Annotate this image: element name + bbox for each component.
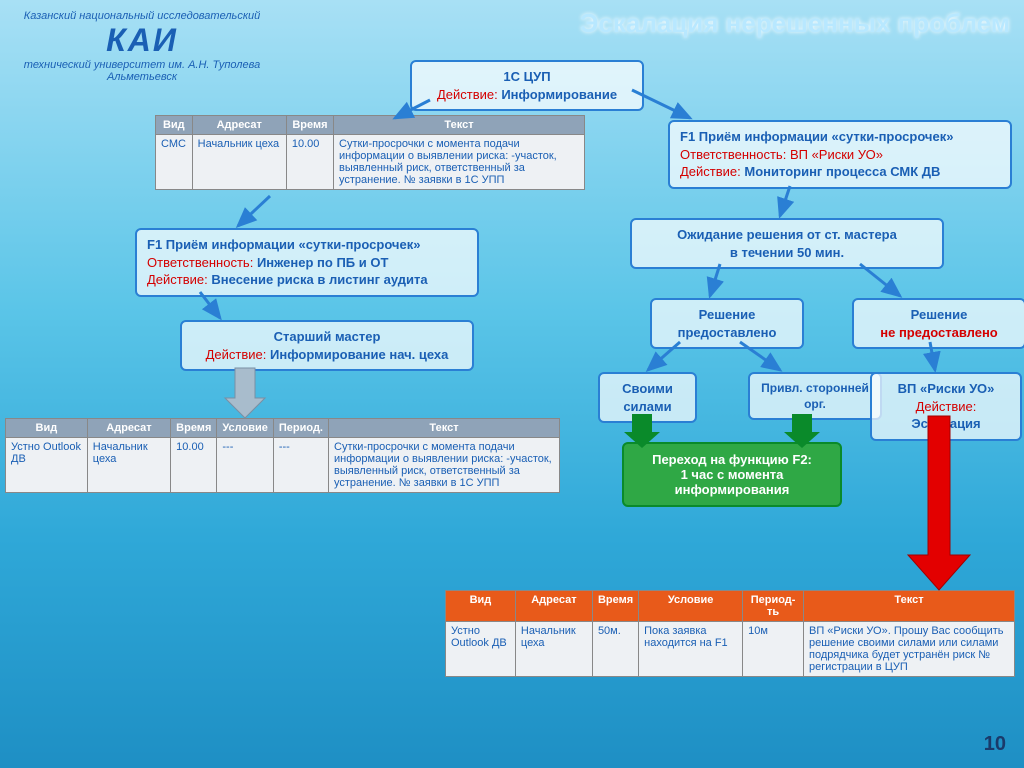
page-number: 10 [984, 733, 1006, 756]
arrows-layer [0, 0, 1024, 768]
